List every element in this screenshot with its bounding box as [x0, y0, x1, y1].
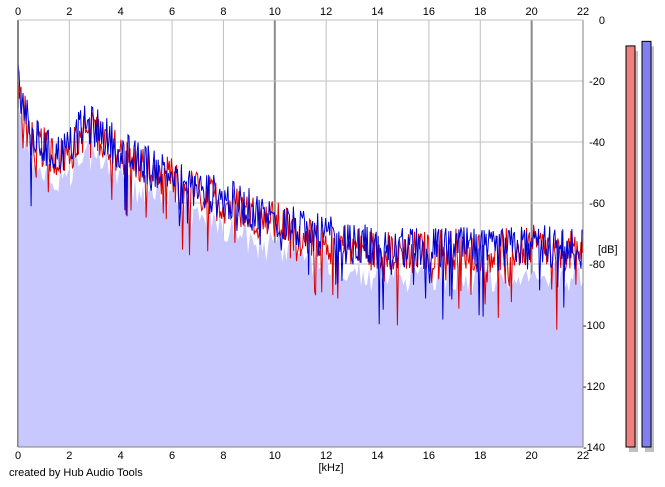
series-line-right-channel [17, 63, 584, 325]
x-tick-label-top: 14 [371, 6, 383, 18]
x-tick-label-top: 18 [474, 6, 486, 18]
series-lines [17, 63, 584, 330]
x-tick-label-bottom: 16 [423, 450, 435, 462]
credit-text: created by Hub Audio Tools [9, 467, 143, 479]
level-meter-right [641, 40, 652, 448]
x-tick-label-top: 2 [66, 6, 72, 18]
y-tick-label: -140 [583, 442, 605, 454]
y-axis-label: [dB] [598, 244, 618, 256]
spectrum-fill-area [18, 103, 583, 447]
x-tick-label-bottom: 8 [220, 450, 226, 462]
x-axis-label: [kHz] [318, 462, 343, 474]
x-tick-label-bottom: 20 [526, 450, 538, 462]
x-tick-label-bottom: 14 [371, 450, 383, 462]
x-tick-label-top: 8 [220, 6, 226, 18]
x-tick-label-bottom: 12 [320, 450, 332, 462]
x-tick-label-top: 20 [526, 6, 538, 18]
x-tick-labels-top: 0 2 4 6 8 10 12 14 16 18 20 22 [15, 6, 589, 18]
y-tick-labels: 0 -20 -40 -60 -80 -100 -120 -140 [583, 15, 605, 454]
x-tick-label-top: 4 [118, 6, 124, 18]
level-meter-left [625, 45, 636, 448]
x-tick-label-top: 16 [423, 6, 435, 18]
y-tick-label: -120 [583, 381, 605, 393]
x-tick-label-bottom: 2 [66, 450, 72, 462]
x-tick-label-bottom: 6 [169, 450, 175, 462]
spectrum-fill [18, 103, 583, 447]
x-tick-label-bottom: 22 [577, 450, 589, 462]
y-tick-label: -20 [589, 76, 605, 88]
y-tick-label: -60 [589, 198, 605, 210]
x-tick-label-top: 12 [320, 6, 332, 18]
x-tick-label-bottom: 4 [118, 450, 124, 462]
series-line-left-channel [17, 81, 584, 330]
y-tick-label: -100 [583, 320, 605, 332]
axes [17, 19, 584, 448]
x-tick-label-bottom: 0 [15, 450, 21, 462]
x-tick-label-top: 22 [577, 6, 589, 18]
x-tick-labels-bottom: 0 2 4 6 8 10 12 14 16 18 20 22 [15, 450, 589, 462]
x-tick-label-top: 6 [169, 6, 175, 18]
y-tick-label: -80 [589, 259, 605, 271]
x-tick-label-top: 10 [269, 6, 281, 18]
y-tick-label: -40 [589, 137, 605, 149]
x-tick-label-bottom: 10 [269, 450, 281, 462]
y-tick-label: 0 [599, 15, 605, 27]
level-meters [625, 40, 654, 453]
x-tick-label-bottom: 18 [474, 450, 486, 462]
x-tick-label-top: 0 [15, 6, 21, 18]
